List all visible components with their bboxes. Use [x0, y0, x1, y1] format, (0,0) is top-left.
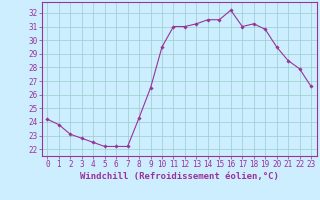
X-axis label: Windchill (Refroidissement éolien,°C): Windchill (Refroidissement éolien,°C) — [80, 172, 279, 181]
